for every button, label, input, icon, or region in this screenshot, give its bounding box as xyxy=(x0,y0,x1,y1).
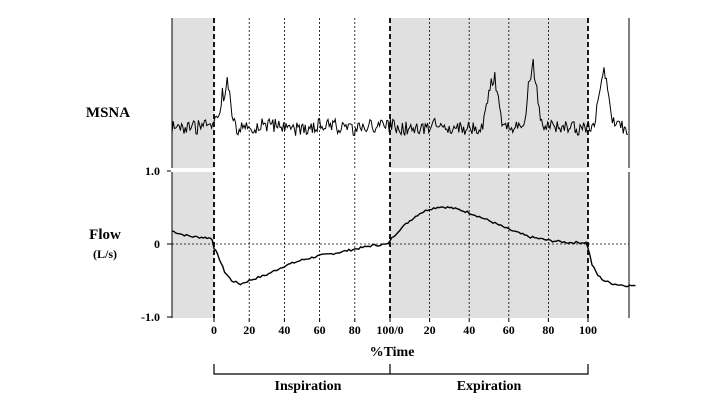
x-tick-label: 40 xyxy=(463,323,475,337)
msna-label: MSNA xyxy=(86,105,130,121)
y-tick-zero: 0 xyxy=(154,237,160,251)
x-axis-label: %Time xyxy=(370,345,415,360)
shade-pre-top xyxy=(172,18,214,168)
x-tick-label: 100 xyxy=(579,323,597,337)
x-tick-label: 40 xyxy=(278,323,290,337)
y-tick-top: 1.0 xyxy=(145,164,160,178)
x-tick-labels: 0 20 40 60 80 100/0 20 40 60 80 100 xyxy=(211,323,597,337)
shade-pre-bottom xyxy=(172,172,214,318)
y-tick-bottom: -1.0 xyxy=(141,310,160,324)
inspiration-label: Inspiration xyxy=(275,379,342,394)
x-tick-label: 20 xyxy=(424,323,436,337)
phase-brackets xyxy=(213,364,589,375)
axes xyxy=(167,18,630,322)
flow-trace xyxy=(171,206,636,288)
x-tick-label: 20 xyxy=(243,323,255,337)
flow-panel xyxy=(171,206,636,288)
msna-trace xyxy=(171,58,629,137)
flow-unit-label: (L/s) xyxy=(93,247,117,261)
flow-label: Flow xyxy=(89,227,121,243)
x-tick-label: 80 xyxy=(542,323,554,337)
x-tick-label: 100/0 xyxy=(376,323,403,337)
msna-panel xyxy=(171,58,629,137)
shade-exp-bottom xyxy=(390,172,588,318)
x-tick-label: 80 xyxy=(349,323,361,337)
panel-gap xyxy=(171,168,630,172)
expiration-label: Expiration xyxy=(457,379,522,394)
x-tick-label: 60 xyxy=(503,323,515,337)
x-tick-label: 60 xyxy=(314,323,326,337)
x-tick-label: 0 xyxy=(211,323,217,337)
